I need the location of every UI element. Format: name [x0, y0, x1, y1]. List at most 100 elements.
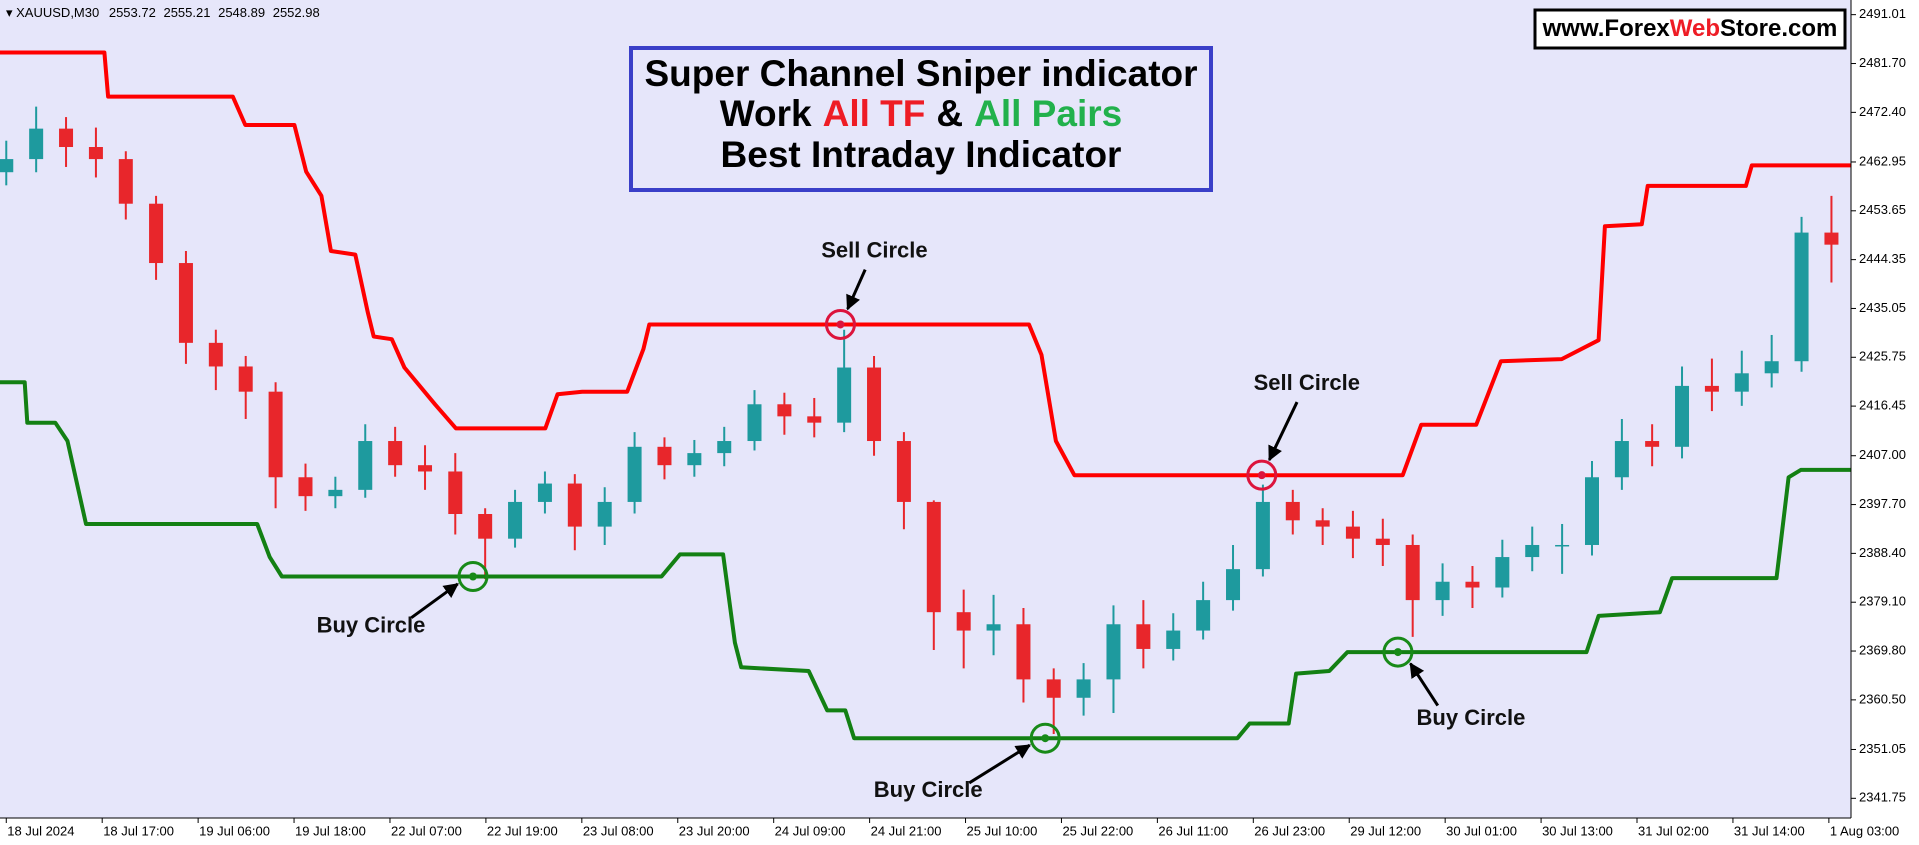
- candle-body: [1704, 385, 1719, 392]
- signal-label: Buy Circle: [1417, 705, 1526, 730]
- subtitle-part: All TF: [823, 93, 926, 134]
- candle-body: [388, 441, 403, 466]
- signal-dot: [1041, 734, 1050, 743]
- signal-dot: [468, 572, 477, 581]
- candle-body: [926, 501, 941, 613]
- candle-body: [777, 404, 792, 417]
- candle-body: [1136, 624, 1151, 649]
- x-tick-label: 26 Jul 11:00: [1158, 823, 1228, 838]
- info-open: 2553.72: [109, 5, 156, 20]
- candle-body: [508, 501, 523, 539]
- candle-body: [657, 446, 672, 466]
- x-tick-label: 29 Jul 12:00: [1350, 823, 1421, 838]
- signal-dot: [1393, 648, 1402, 657]
- signal-circle: [457, 560, 489, 592]
- candle-body: [1435, 581, 1450, 601]
- candle-body: [1345, 526, 1360, 539]
- x-tick-label: 23 Jul 20:00: [679, 823, 750, 838]
- y-tick-label: 2360.50: [1859, 691, 1906, 706]
- candle-body: [537, 483, 552, 502]
- candle-body: [328, 489, 343, 497]
- annotations: Sell Circle Buy Circle Buy Circle Sell Circ…: [317, 237, 1526, 802]
- watermark: www.ForexWebStore.com: [1542, 15, 1838, 42]
- candle-body: [1614, 441, 1629, 478]
- candle-body: [1196, 600, 1211, 631]
- subtitle: Work All TF & All Pairs: [720, 93, 1122, 134]
- candle-body: [478, 514, 493, 539]
- candle-body: [1764, 361, 1779, 374]
- y-tick-label: 2462.95: [1859, 153, 1906, 168]
- candle-body: [597, 501, 612, 527]
- candle-body: [1255, 501, 1270, 570]
- y-tick-label: 2453.65: [1859, 202, 1906, 217]
- candle-body: [118, 159, 133, 204]
- candle-body: [59, 128, 74, 148]
- candle-body: [178, 263, 193, 343]
- plot-area: [0, 0, 1851, 818]
- candle-body: [1106, 624, 1121, 680]
- signal-circle: [1246, 459, 1278, 491]
- candle-body: [418, 465, 433, 472]
- candle-body: [1226, 569, 1241, 601]
- signal-label: Buy Circle: [874, 777, 983, 802]
- candle-body: [867, 367, 882, 442]
- signal-label: Sell Circle: [1254, 370, 1360, 395]
- candle-body: [687, 453, 702, 466]
- candle-body: [149, 203, 164, 264]
- candle-body: [1525, 544, 1540, 558]
- y-tick-label: 2425.75: [1859, 349, 1906, 364]
- x-tick-label: 23 Jul 08:00: [583, 823, 654, 838]
- symbol-info: ▾ XAUUSD,M30 2553.72 2555.21 2548.89 255…: [6, 5, 320, 20]
- x-tick-label: 19 Jul 06:00: [199, 823, 270, 838]
- y-tick-label: 2341.75: [1859, 790, 1906, 805]
- signal-arrow: [968, 743, 1032, 785]
- subtitle2: Best Intraday Indicator: [721, 134, 1122, 175]
- y-tick-label: 2351.05: [1859, 741, 1906, 756]
- candle-body: [1166, 630, 1181, 649]
- channel-line: [0, 380, 1851, 741]
- info-low: 2548.89: [218, 5, 265, 20]
- x-tick-label: 31 Jul 02:00: [1638, 823, 1709, 838]
- y-tick-label: 2435.05: [1859, 300, 1906, 315]
- x-tick-label: 24 Jul 09:00: [775, 823, 846, 838]
- x-tick-label: 25 Jul 22:00: [1062, 823, 1133, 838]
- candle-body: [627, 446, 642, 502]
- candle-body: [1675, 385, 1690, 447]
- x-tick-label: 31 Jul 14:00: [1734, 823, 1805, 838]
- y-tick-label: 2491.01: [1859, 6, 1906, 21]
- axes: 2491.01 2481.70 2472.40 2462.95 2453.65 2444.…: [5, 6, 1906, 838]
- y-tick-label: 2416.45: [1859, 398, 1906, 413]
- symbol: XAUUSD,M30: [16, 5, 99, 20]
- candle-body: [238, 366, 253, 392]
- signal-arrow: [410, 582, 459, 619]
- candle-body: [208, 342, 223, 367]
- candle-body: [986, 624, 1001, 631]
- watermark-part: www.Forex: [1542, 15, 1671, 42]
- candle-body: [298, 477, 313, 497]
- x-tick-label: 18 Jul 17:00: [103, 823, 174, 838]
- x-tick-label: 22 Jul 19:00: [487, 823, 558, 838]
- watermark-box: [1533, 8, 1847, 50]
- data: [0, 50, 1851, 741]
- x-tick-label: 22 Jul 07:00: [391, 823, 462, 838]
- candle-body: [567, 483, 582, 527]
- candle-body: [1046, 679, 1061, 698]
- y-tick-label: 2379.10: [1859, 594, 1906, 609]
- subtitle-part: Work: [720, 93, 812, 134]
- title-box: [629, 46, 1213, 192]
- candle-body: [358, 441, 373, 490]
- candle-body: [1285, 501, 1300, 521]
- y-tick-label: 2388.40: [1859, 545, 1906, 560]
- candle-body: [1824, 232, 1839, 245]
- channel-line: [0, 50, 1851, 478]
- signal-circle: [1382, 636, 1414, 668]
- signal-dot: [836, 320, 845, 329]
- signal-circle: [824, 308, 856, 340]
- candle-body: [807, 416, 822, 423]
- signal-arrow: [846, 268, 867, 311]
- info-close: 2552.98: [273, 5, 320, 20]
- candle-body: [1794, 232, 1809, 362]
- candle-body: [1016, 624, 1031, 680]
